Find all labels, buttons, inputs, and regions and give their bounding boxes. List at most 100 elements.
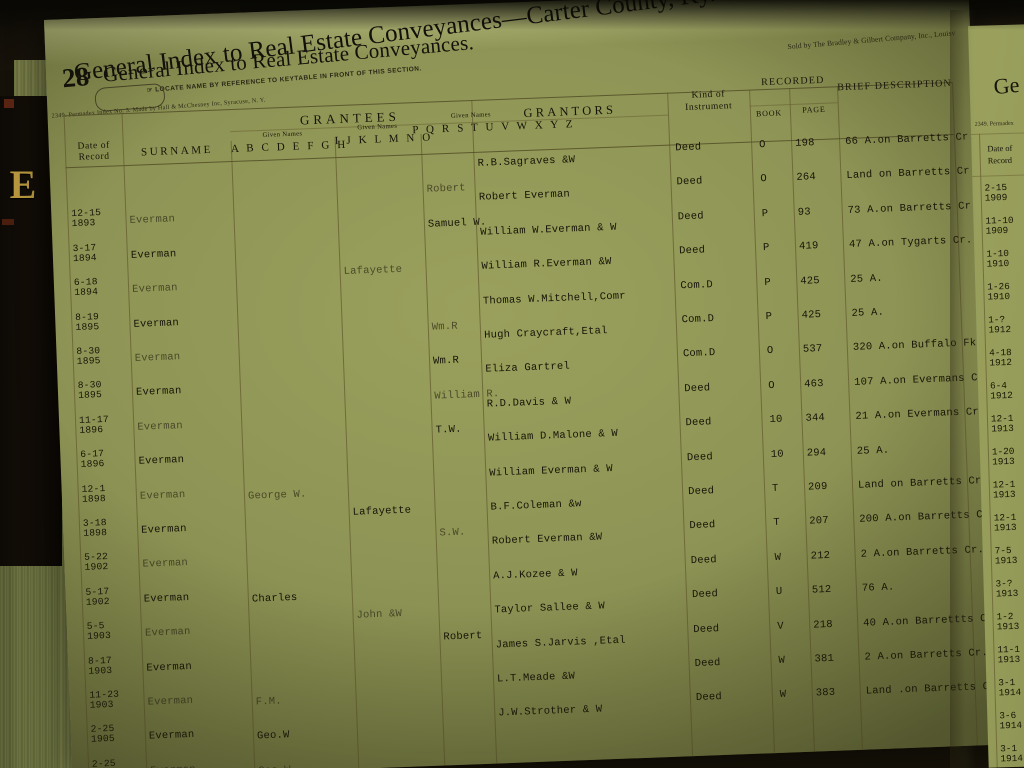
header-surname: SURNAME bbox=[140, 143, 214, 159]
ledger-page: General Index to Real Estate Conveyances… bbox=[44, 0, 1002, 768]
row-page-11: 207 bbox=[809, 515, 830, 529]
row-page-9: 294 bbox=[806, 446, 827, 460]
adjacent-rule-top bbox=[971, 130, 1024, 135]
row-kind-2: Deed bbox=[677, 210, 705, 224]
row-date-year-2: 1894 bbox=[72, 251, 97, 264]
row-surname-7: Everman bbox=[137, 419, 184, 434]
row-book-16: W bbox=[779, 689, 787, 702]
row-surname-13: Everman bbox=[144, 626, 191, 640]
row-date-year-1: 1893 bbox=[71, 217, 96, 230]
row-page-16: 383 bbox=[815, 687, 836, 700]
adjacent-row-date-17: 3-1 1914 bbox=[1000, 742, 1024, 765]
row-grantor-11: Robert Everman &W bbox=[491, 531, 603, 548]
row-given-ij-13: John &W bbox=[356, 608, 403, 622]
row-given-pq-11: S.W. bbox=[439, 526, 466, 540]
row-kind-4: Com.D bbox=[680, 278, 714, 292]
row-surname-17: Everman bbox=[150, 764, 196, 768]
adjacent-row-date-8: 1-20 1913 bbox=[991, 445, 1015, 468]
row-book-8: 10 bbox=[769, 413, 783, 427]
row-book-9: 10 bbox=[770, 448, 785, 461]
row-description-5: 25 A. bbox=[851, 306, 885, 320]
row-given-ij-3: Lafayette bbox=[343, 263, 403, 279]
header-book: BOOK bbox=[755, 108, 783, 119]
row-book-11: T bbox=[773, 517, 781, 530]
row-date-year-16: 1905 bbox=[90, 733, 116, 746]
row-kind-3: Deed bbox=[678, 244, 706, 258]
adjacent-row-date-5: 4-18 1912 bbox=[988, 346, 1013, 369]
adjacent-row-date-16: 3-6 1914 bbox=[999, 709, 1023, 732]
adjacent-header-date-of-record: Date of bbox=[987, 143, 1013, 154]
row-given-pq-5: Wm.R bbox=[431, 320, 459, 334]
row-grantor-3: William R.Everman &W bbox=[481, 256, 612, 273]
row-grantor-15: L.T.Meade &W bbox=[496, 670, 576, 686]
adjacent-permadex: 2349. Permadex bbox=[974, 120, 1014, 128]
book-gutter bbox=[950, 10, 976, 768]
row-given-pq-1: Robert bbox=[426, 182, 466, 197]
row-page-8: 344 bbox=[805, 412, 826, 425]
row-date-year-13: 1903 bbox=[86, 630, 112, 642]
adjacent-row-date-9: 12-1 1913 bbox=[992, 478, 1016, 501]
row-given-ij-10: Lafayette bbox=[352, 504, 412, 519]
row-page-15: 381 bbox=[814, 652, 835, 666]
row-surname-6: Everman bbox=[135, 385, 182, 400]
row-kind-8: Deed bbox=[685, 416, 712, 430]
row-page-10: 209 bbox=[807, 480, 828, 494]
rule-surname bbox=[230, 141, 256, 768]
row-given-ab-17: Geo.W bbox=[258, 764, 291, 768]
row-description-14: 40 A.on Barrettts Cr. bbox=[862, 612, 1000, 630]
row-page-7: 463 bbox=[803, 377, 824, 391]
adjacent-row-date-0: 2-15 1909 bbox=[984, 181, 1008, 204]
row-surname-14: Everman bbox=[146, 660, 193, 675]
row-grantor-14: James S.Jarvis ,Etal bbox=[495, 634, 626, 652]
header-given-ij: I J K L M N O bbox=[334, 131, 434, 148]
row-kind-12: Deed bbox=[690, 553, 717, 567]
row-page-3: 419 bbox=[798, 240, 819, 254]
row-given-pq-2: Samuel W. bbox=[427, 216, 487, 231]
adjacent-row-date-1: 11-10 1909 bbox=[985, 214, 1014, 237]
adjacent-row-date-2: 1-10 1910 bbox=[986, 247, 1010, 270]
row-grantor-16: J.W.Strother & W bbox=[498, 703, 603, 720]
row-kind-0: Deed bbox=[675, 141, 702, 155]
row-surname-11: Everman bbox=[142, 557, 189, 572]
header-page: PAGE bbox=[802, 104, 826, 115]
row-book-5: P bbox=[765, 310, 773, 324]
adjacent-row-date-6: 6-4 1912 bbox=[989, 380, 1014, 402]
row-kind-13: Deed bbox=[691, 588, 719, 602]
row-given-ab-16: Geo.W bbox=[256, 729, 290, 743]
row-book-3: P bbox=[762, 242, 770, 255]
adjacent-row-date-14: 11-1 1913 bbox=[997, 643, 1021, 666]
row-book-7: O bbox=[768, 379, 775, 392]
row-surname-15: Everman bbox=[147, 694, 194, 709]
row-grantor-9: William Everman & W bbox=[489, 462, 613, 480]
row-book-4: P bbox=[764, 276, 772, 289]
row-given-pq-14: Robert bbox=[443, 629, 483, 644]
row-grantor-6: Eliza Gartrel bbox=[485, 360, 571, 377]
row-date-year-4: 1895 bbox=[75, 320, 100, 333]
adjacent-row-date-15: 3-1 1914 bbox=[998, 676, 1022, 699]
row-grantor-1: Robert Everman bbox=[478, 188, 571, 205]
row-book-1: O bbox=[760, 173, 768, 186]
row-kind-15: Deed bbox=[694, 657, 721, 671]
adjacent-row-date-11: 7-5 1913 bbox=[994, 544, 1018, 567]
row-description-16: Land .on Barretts Cr. bbox=[865, 680, 1003, 699]
adjacent-row-date-10: 12-1 1913 bbox=[993, 511, 1017, 534]
row-kind-11: Deed bbox=[689, 519, 716, 533]
row-surname-8: Everman bbox=[138, 454, 185, 468]
adjacent-row-date-3: 1-26 1910 bbox=[987, 280, 1011, 303]
row-given-pq-8: T.W. bbox=[435, 423, 462, 437]
row-grantor-5: Hugh Craycraft,Etal bbox=[483, 325, 608, 342]
row-page-6: 537 bbox=[802, 343, 823, 357]
row-grantor-13: Taylor Sallee & W bbox=[494, 600, 606, 617]
row-surname-16: Everman bbox=[148, 729, 195, 743]
adjacent-header-date-of-record-2: Record bbox=[987, 155, 1013, 166]
row-date-year-5: 1895 bbox=[76, 355, 101, 368]
row-date-year-7: 1896 bbox=[79, 423, 104, 436]
row-kind-16: Deed bbox=[695, 691, 723, 705]
binding-mark-secondary bbox=[2, 219, 14, 225]
header-kind-of-instrument-2: Instrument bbox=[684, 101, 733, 114]
row-book-15: W bbox=[778, 654, 786, 667]
header-date-of-record-2: Record bbox=[78, 151, 110, 163]
row-date-year-10: 1898 bbox=[83, 526, 108, 539]
row-date-year-15: 1903 bbox=[89, 698, 114, 711]
